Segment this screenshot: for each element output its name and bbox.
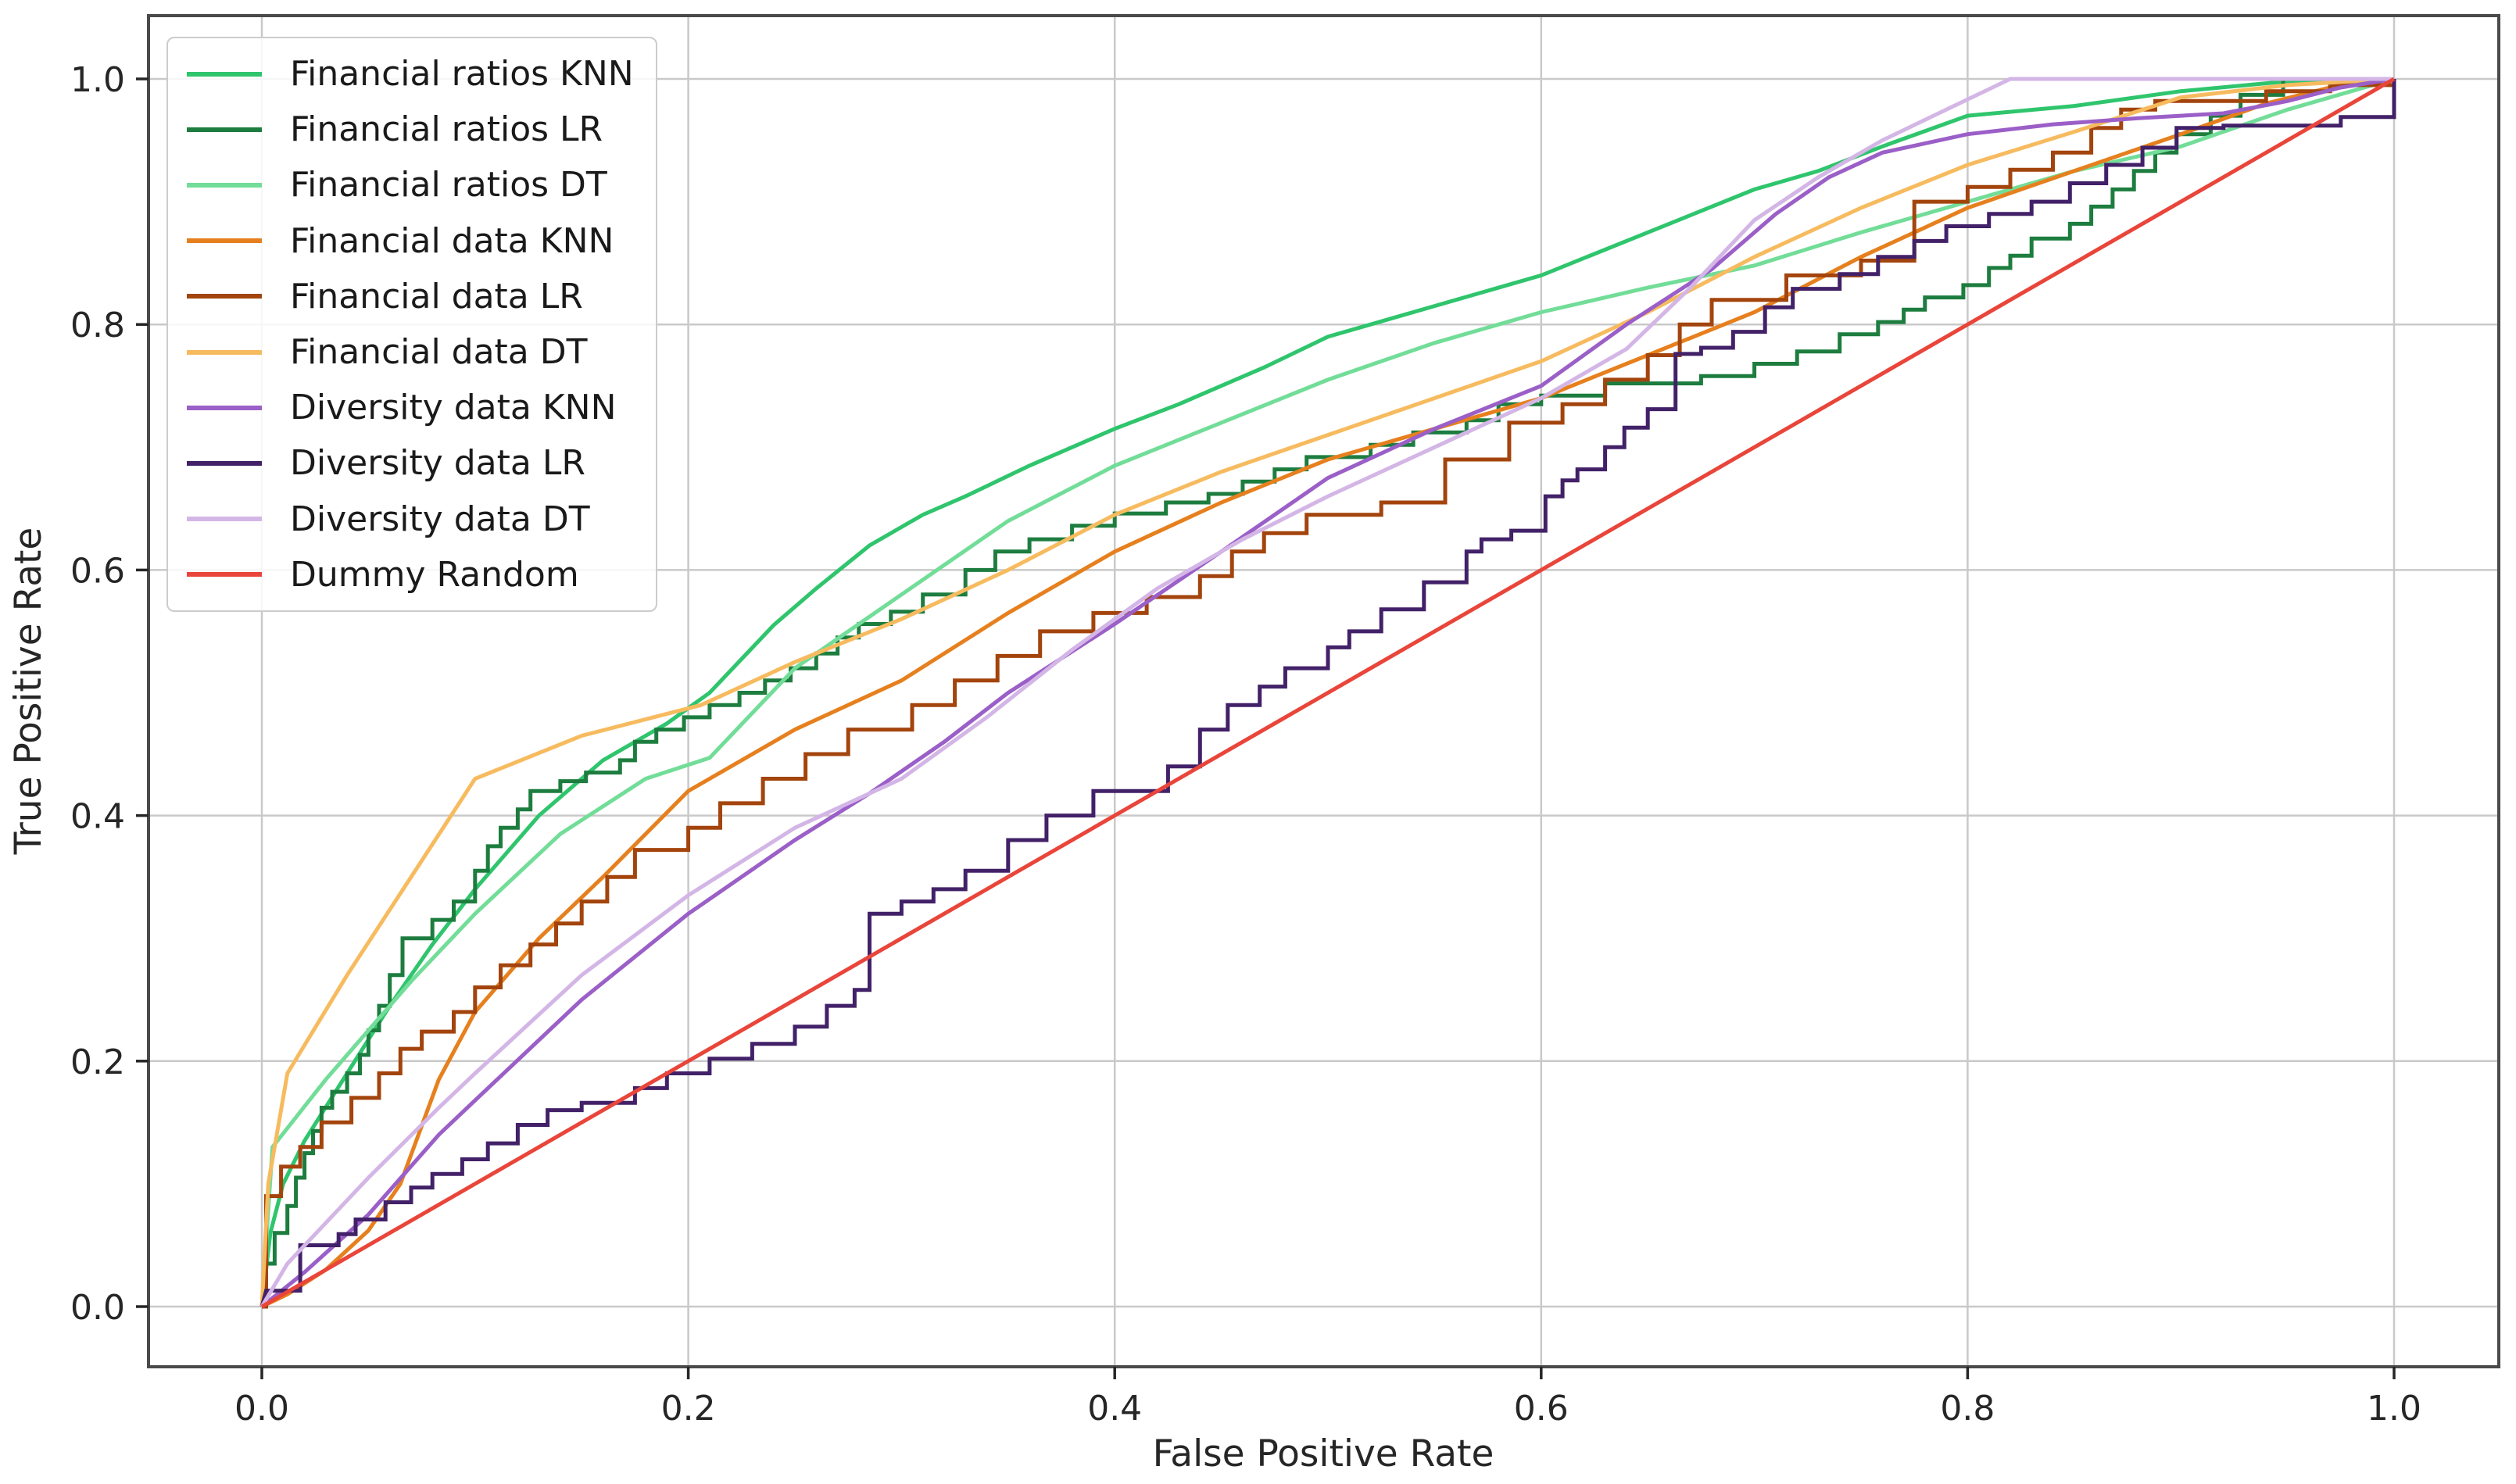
series-line-dummy-random <box>260 77 2396 1309</box>
series-line-financial-ratios-dt <box>259 77 2395 1307</box>
legend-line-swatch <box>187 349 262 355</box>
legend-line-swatch <box>187 127 262 132</box>
legend-label: Financial data LR <box>290 276 583 316</box>
x-tick-label: 0.6 <box>1514 1389 1569 1429</box>
series-line-financial-data-lr <box>262 79 2396 1309</box>
plot-border <box>147 14 2500 1368</box>
x-tick-label: 0.0 <box>234 1389 289 1429</box>
legend-label: Financial ratios LR <box>290 109 603 150</box>
series-line-diversity-data-dt <box>259 77 2394 1308</box>
legend-line-swatch <box>187 460 262 466</box>
legend-item-financial-data-lr: Financial data LR <box>168 270 656 322</box>
series-lines <box>259 77 2396 1309</box>
x-tick-label: 1.0 <box>2367 1389 2421 1429</box>
y-tick-label: 0.2 <box>70 1042 125 1082</box>
y-tick-label: 0.6 <box>70 551 125 591</box>
y-tick-label: 0.8 <box>70 306 125 345</box>
tick-labels: 0.0 0.2 0.4 0.6 0.8 1.0 0.0 0.2 0.4 0.6 0.8 1.0 <box>70 60 2421 1429</box>
y-tick-label: 0.4 <box>70 797 125 837</box>
legend: Financial ratios KNN Financial ratios LR F… <box>166 37 657 612</box>
legend-label: Financial ratios KNN <box>290 54 634 95</box>
legend-line-swatch <box>187 71 262 77</box>
series-line-financial-data-dt <box>259 77 2395 1307</box>
legend-item-dummy-random: Dummy Random <box>168 549 656 600</box>
legend-label: Diversity data KNN <box>290 388 617 428</box>
legend-line-swatch <box>187 572 262 578</box>
x-axis-label: False Positive Rate <box>1153 1432 1494 1475</box>
legend-label: Diversity data LR <box>290 443 585 484</box>
legend-line-swatch <box>187 294 262 299</box>
legend-item-financial-ratios-lr: Financial ratios LR <box>168 104 656 156</box>
legend-line-swatch <box>187 405 262 410</box>
legend-label: Dummy Random <box>290 554 579 595</box>
legend-line-swatch <box>187 517 262 522</box>
legend-label: Financial ratios DT <box>290 165 607 206</box>
y-tick-label: 0.0 <box>70 1288 125 1328</box>
legend-label: Financial data DT <box>290 332 588 373</box>
legend-item-diversity-data-knn: Diversity data KNN <box>168 382 656 434</box>
axis-ticks <box>136 77 2396 1379</box>
legend-item-financial-data-dt: Financial data DT <box>168 327 656 378</box>
legend-label: Financial data KNN <box>290 220 614 261</box>
x-tick-label: 0.8 <box>1940 1389 1995 1429</box>
series-line-financial-data-knn <box>260 77 2395 1309</box>
y-axis-label: True Positive Rate <box>7 527 50 856</box>
series-line-financial-ratios-lr <box>259 77 2394 1307</box>
legend-line-swatch <box>187 182 262 188</box>
legend-label: Diversity data DT <box>290 499 590 539</box>
legend-item-diversity-data-dt: Diversity data DT <box>168 493 656 545</box>
legend-item-financial-ratios-dt: Financial ratios DT <box>168 159 656 211</box>
x-tick-label: 0.4 <box>1087 1389 1142 1429</box>
series-line-diversity-data-knn <box>260 77 2395 1308</box>
y-tick-label: 1.0 <box>70 60 125 100</box>
legend-line-swatch <box>187 238 262 244</box>
legend-item-financial-data-knn: Financial data KNN <box>168 215 656 266</box>
legend-item-diversity-data-lr: Diversity data LR <box>168 438 656 489</box>
x-tick-label: 0.2 <box>661 1389 716 1429</box>
legend-item-financial-ratios-knn: Financial ratios KNN <box>168 48 656 100</box>
series-line-diversity-data-lr <box>259 79 2396 1307</box>
